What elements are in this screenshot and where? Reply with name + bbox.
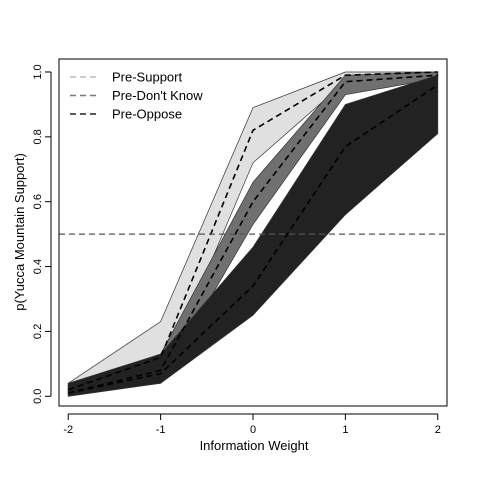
y-tick-label: 0.4 <box>32 259 44 274</box>
y-tick-label: 0.8 <box>32 129 44 144</box>
median-lines <box>67 71 439 394</box>
y-tick-label: 0.0 <box>32 389 44 404</box>
x-tick-label: 0 <box>250 424 256 436</box>
y-tick-label: 1.0 <box>32 64 44 79</box>
x-tick-label: -1 <box>156 424 166 436</box>
legend-label-2: Pre-Oppose <box>112 107 182 122</box>
y-axis: 0.0 0.2 0.4 0.6 0.8 1.0 <box>32 64 52 404</box>
plot-frame <box>58 58 448 407</box>
legend-label-1: Pre-Don't Know <box>112 88 203 103</box>
legend-label-0: Pre-Support <box>112 70 182 85</box>
band-2 <box>67 74 439 397</box>
median-line-1 <box>68 74 438 394</box>
y-axis-label: p(Yucca Mountain Support) <box>12 153 27 311</box>
y-tick-label: 0.6 <box>32 194 44 209</box>
x-tick-label: -2 <box>63 424 73 436</box>
x-tick-label: 1 <box>342 424 348 436</box>
x-axis: -2 -1 0 1 2 <box>63 413 441 436</box>
x-tick-label: 2 <box>435 424 441 436</box>
y-tick-label: 0.2 <box>32 324 44 339</box>
x-axis-label: Information Weight <box>200 438 309 453</box>
legend: Pre-Support Pre-Don't Know Pre-Oppose <box>70 70 203 122</box>
median-line-2 <box>68 84 439 394</box>
median-line-0 <box>67 71 438 391</box>
